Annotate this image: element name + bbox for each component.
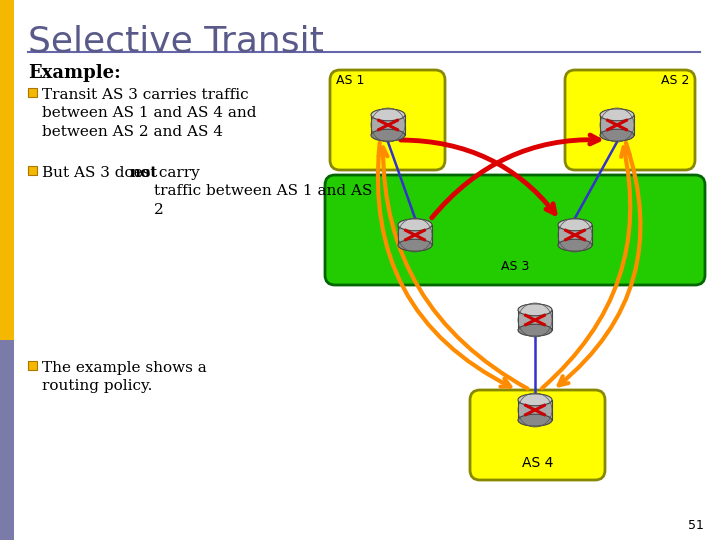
Ellipse shape xyxy=(518,324,552,336)
Text: AS 2: AS 2 xyxy=(661,74,689,87)
Bar xyxy=(28,165,37,174)
Ellipse shape xyxy=(518,414,552,426)
Text: 51: 51 xyxy=(688,519,704,532)
FancyArrowPatch shape xyxy=(401,140,555,213)
Ellipse shape xyxy=(398,219,432,231)
Text: carry
traffic between AS 1 and AS
2: carry traffic between AS 1 and AS 2 xyxy=(154,166,372,217)
FancyBboxPatch shape xyxy=(470,390,605,480)
FancyBboxPatch shape xyxy=(325,175,705,285)
Ellipse shape xyxy=(398,239,432,251)
Bar xyxy=(518,310,552,330)
Ellipse shape xyxy=(518,394,552,406)
Bar xyxy=(0,0,14,340)
Text: AS 3: AS 3 xyxy=(501,260,529,273)
FancyBboxPatch shape xyxy=(330,70,445,170)
Bar xyxy=(28,361,37,369)
Bar xyxy=(518,400,552,420)
Ellipse shape xyxy=(558,219,592,231)
FancyBboxPatch shape xyxy=(565,70,695,170)
Bar xyxy=(0,340,14,540)
Ellipse shape xyxy=(600,109,634,121)
Text: Transit AS 3 carries traffic
between AS 1 and AS 4 and
between AS 2 and AS 4: Transit AS 3 carries traffic between AS … xyxy=(42,88,256,139)
Bar xyxy=(600,115,634,135)
FancyArrowPatch shape xyxy=(432,135,599,218)
FancyArrowPatch shape xyxy=(378,143,510,387)
Text: Example:: Example: xyxy=(28,64,121,82)
FancyArrowPatch shape xyxy=(559,143,641,386)
Ellipse shape xyxy=(518,304,552,316)
FancyArrowPatch shape xyxy=(379,147,528,389)
Bar xyxy=(28,87,37,97)
Ellipse shape xyxy=(558,239,592,251)
Ellipse shape xyxy=(600,129,634,141)
Text: Selective Transit: Selective Transit xyxy=(28,25,324,59)
Ellipse shape xyxy=(371,109,405,121)
Ellipse shape xyxy=(371,129,405,141)
Bar xyxy=(371,115,405,135)
Bar xyxy=(398,225,432,245)
Text: But AS 3 does: But AS 3 does xyxy=(42,166,156,180)
Bar xyxy=(558,225,592,245)
FancyArrowPatch shape xyxy=(542,147,630,388)
Text: AS 4: AS 4 xyxy=(522,456,553,470)
Text: AS 1: AS 1 xyxy=(336,74,364,87)
Text: not: not xyxy=(130,166,158,180)
Text: The example shows a
routing policy.: The example shows a routing policy. xyxy=(42,361,207,394)
